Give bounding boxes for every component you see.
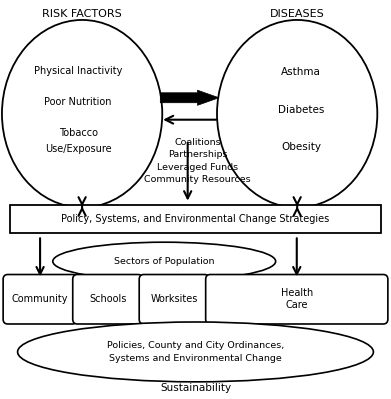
FancyBboxPatch shape [3, 275, 77, 324]
Polygon shape [160, 90, 219, 105]
Ellipse shape [53, 242, 276, 280]
FancyBboxPatch shape [206, 275, 388, 324]
Text: Coalitions
Partnerships
Leveraged Funds
Community Resources: Coalitions Partnerships Leveraged Funds … [144, 138, 251, 184]
Text: Worksites: Worksites [151, 294, 198, 304]
Text: Sustainability: Sustainability [160, 383, 231, 393]
Text: Policy, Systems, and Environmental Change Strategies: Policy, Systems, and Environmental Chang… [61, 214, 330, 225]
Text: Schools: Schools [89, 294, 126, 304]
FancyBboxPatch shape [10, 205, 381, 233]
Ellipse shape [2, 20, 162, 207]
Ellipse shape [217, 20, 377, 207]
Text: Asthma

Diabetes

Obesity: Asthma Diabetes Obesity [278, 67, 324, 152]
Text: DISEASES: DISEASES [270, 9, 325, 19]
Text: Community: Community [12, 294, 68, 304]
Text: Sectors of Population: Sectors of Population [114, 257, 215, 266]
Text: Physical Inactivity

Poor Nutrition

Tobacco
Use/Exposure: Physical Inactivity Poor Nutrition Tobac… [34, 66, 122, 154]
Text: RISK FACTORS: RISK FACTORS [42, 9, 122, 19]
Text: Health
Care: Health Care [281, 288, 313, 310]
FancyBboxPatch shape [139, 275, 209, 324]
Ellipse shape [18, 322, 373, 382]
Text: Policies, County and City Ordinances,
Systems and Environmental Change: Policies, County and City Ordinances, Sy… [107, 341, 284, 363]
FancyBboxPatch shape [73, 275, 143, 324]
